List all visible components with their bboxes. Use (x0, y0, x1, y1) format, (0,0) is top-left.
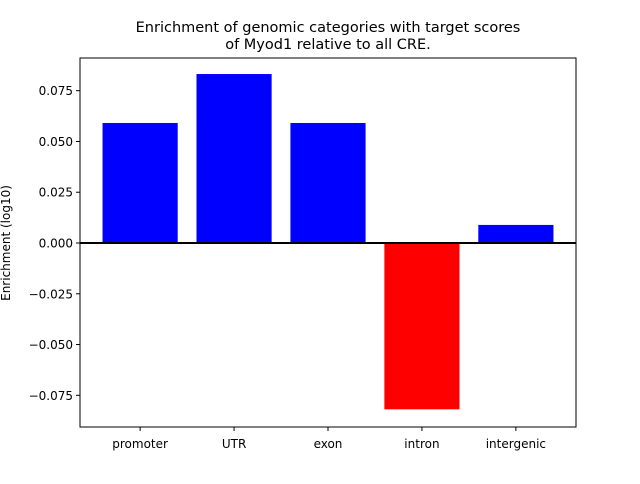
y-tick-label: 0.000 (39, 237, 73, 251)
y-tick-label: −0.075 (29, 389, 73, 403)
x-tick-label-intergenic: intergenic (486, 437, 546, 451)
y-tick-label: −0.050 (29, 338, 73, 352)
bar-UTR (196, 74, 272, 244)
bar-exon (290, 122, 366, 244)
x-tick-label-promoter: promoter (112, 437, 168, 451)
chart-title-line-1: Enrichment of genomic categories with ta… (136, 20, 521, 36)
y-tick-label: −0.025 (29, 287, 73, 301)
chart-title-line-2: of Myod1 relative to all CRE. (225, 37, 431, 53)
x-tick-label-intron: intron (404, 437, 439, 451)
bar-intron (384, 243, 460, 410)
y-tick-label: 0.025 (39, 186, 73, 200)
y-tick-label: 0.050 (39, 135, 73, 149)
x-tick-label-exon: exon (314, 437, 343, 451)
bar-intergenic (478, 224, 554, 244)
x-tick-label-UTR: UTR (222, 437, 246, 451)
y-tick-label: 0.075 (39, 84, 73, 98)
bar-promoter (102, 122, 178, 244)
y-axis-label: Enrichment (log10) (0, 185, 13, 301)
